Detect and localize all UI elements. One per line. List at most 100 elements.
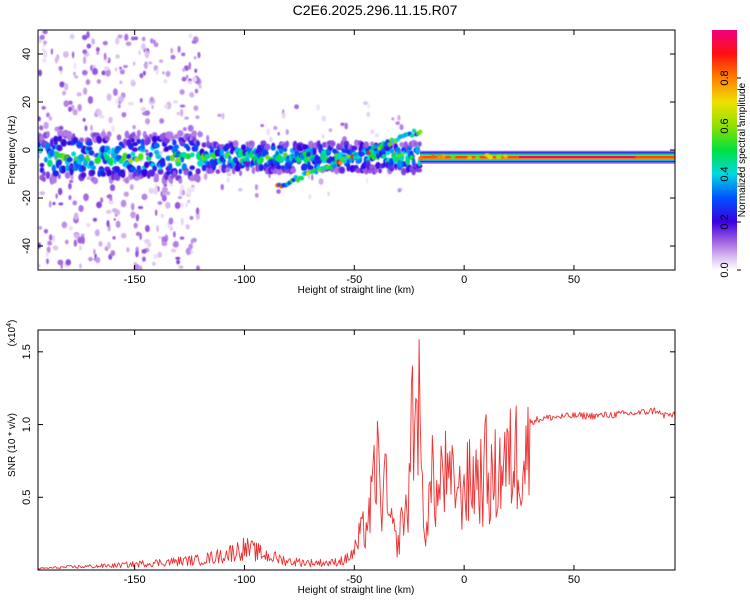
scatter-blob <box>132 81 136 86</box>
main-band-blob <box>417 167 423 173</box>
y-tick-label: 1.5 <box>21 344 33 359</box>
scatter-blob <box>135 213 140 222</box>
main-band-blob <box>100 171 107 177</box>
main-band-blob <box>141 169 148 176</box>
scatter-blob <box>135 250 139 258</box>
colorbar-tick-label: 0.0 <box>719 262 731 277</box>
spectrogram-y-label: Frequency (Hz) <box>7 116 18 185</box>
main-band-blob <box>248 140 255 146</box>
scatter-blob <box>45 258 49 265</box>
main-band-blob <box>201 142 207 148</box>
main-band-blob <box>436 155 442 160</box>
main-band-core <box>519 156 636 159</box>
main-band-blob <box>80 172 87 178</box>
main-band-blob <box>100 131 107 139</box>
scatter-blob <box>184 116 189 120</box>
main-band-blob <box>305 147 313 154</box>
main-band-blob <box>302 163 308 169</box>
scatter-blob <box>70 174 74 181</box>
scatter-blob <box>187 124 194 132</box>
scatter-blob <box>158 235 162 240</box>
scatter-blob <box>38 226 43 230</box>
scatter-blob <box>238 188 243 192</box>
chart-title: C2E6.2025.296.11.15.R07 <box>292 2 458 18</box>
scatter-blob <box>192 76 198 83</box>
main-band-blob <box>60 138 67 147</box>
main-band-blob <box>57 130 63 137</box>
scatter-blob <box>173 100 178 104</box>
spectrogram-marks <box>38 30 675 270</box>
main-band-blob <box>205 154 211 160</box>
scatter-blob <box>82 49 88 54</box>
main-band-blob <box>329 140 336 147</box>
upper-branch-blob <box>411 128 417 134</box>
scatter-blob <box>130 36 135 41</box>
scatter-blob <box>115 98 119 106</box>
scatter-blob <box>193 56 197 60</box>
scatter-blob <box>176 111 180 116</box>
main-band-blob <box>232 140 239 148</box>
x-tick-label: 0 <box>461 574 467 586</box>
main-band-blob <box>231 166 236 175</box>
scatter-blob <box>197 51 201 59</box>
scatter-blob <box>133 222 138 229</box>
scatter-blob <box>328 128 333 133</box>
scatter-blob <box>163 79 168 84</box>
main-band-blob <box>72 137 79 144</box>
x-tick-label: -50 <box>346 274 362 286</box>
scatter-blob <box>76 92 82 97</box>
main-band-blob <box>96 135 103 144</box>
scatter-blob <box>68 106 72 112</box>
scatter-blob <box>86 31 90 39</box>
main-band-blob <box>414 146 421 155</box>
scatter-blob <box>82 87 88 95</box>
scatter-blob <box>169 226 174 231</box>
main-band-blob <box>344 144 349 151</box>
main-band-blob <box>502 154 508 159</box>
main-band-blob <box>168 163 173 171</box>
main-band-blob <box>306 151 312 158</box>
scatter-blob <box>42 57 47 63</box>
scatter-blob <box>155 68 159 76</box>
scatter-blob <box>114 67 118 72</box>
scatter-blob <box>170 54 176 60</box>
main-band-blob <box>487 155 493 160</box>
scatter-blob <box>61 221 68 229</box>
main-band-blob <box>106 169 113 177</box>
main-band-blob <box>307 165 314 171</box>
main-band-blob <box>136 138 142 144</box>
scatter-blob <box>92 67 98 76</box>
main-band-blob <box>175 157 181 163</box>
main-band-blob <box>134 157 140 163</box>
upper-branch-blob <box>387 142 392 147</box>
scatter-blob <box>321 134 325 139</box>
scatter-blob <box>161 213 164 218</box>
scatter-blob <box>226 172 232 177</box>
main-band-blob <box>175 160 182 167</box>
scatter-blob <box>67 100 73 105</box>
scatter-blob <box>77 103 82 112</box>
x-tick-label: -100 <box>233 574 255 586</box>
scatter-blob <box>174 201 181 210</box>
scatter-blob <box>198 84 202 89</box>
scatter-blob <box>83 56 87 65</box>
scatter-blob <box>106 220 110 228</box>
scatter-blob <box>58 125 64 131</box>
colorbar: 0.0 0.2 0.4 0.6 0.8 Normalized spectral ampl… <box>712 30 748 278</box>
main-band-blob <box>153 149 160 155</box>
scatter-blob <box>185 192 192 198</box>
scatter-blob <box>86 176 91 180</box>
scatter-blob <box>144 224 150 233</box>
snr-panel: -150 -100 -50 0 50 0.5 1.0 1.5 Height of strai… <box>6 320 676 596</box>
scatter-blob <box>69 33 75 40</box>
scatter-blob <box>92 217 98 222</box>
scatter-blob <box>269 136 273 143</box>
scatter-blob <box>142 256 146 262</box>
main-band-blob <box>78 137 85 143</box>
scatter-blob <box>54 126 60 132</box>
scatter-blob <box>173 240 179 248</box>
scatter-blob <box>154 209 158 216</box>
main-band-blob <box>48 149 55 158</box>
scatter-blob <box>38 116 41 122</box>
